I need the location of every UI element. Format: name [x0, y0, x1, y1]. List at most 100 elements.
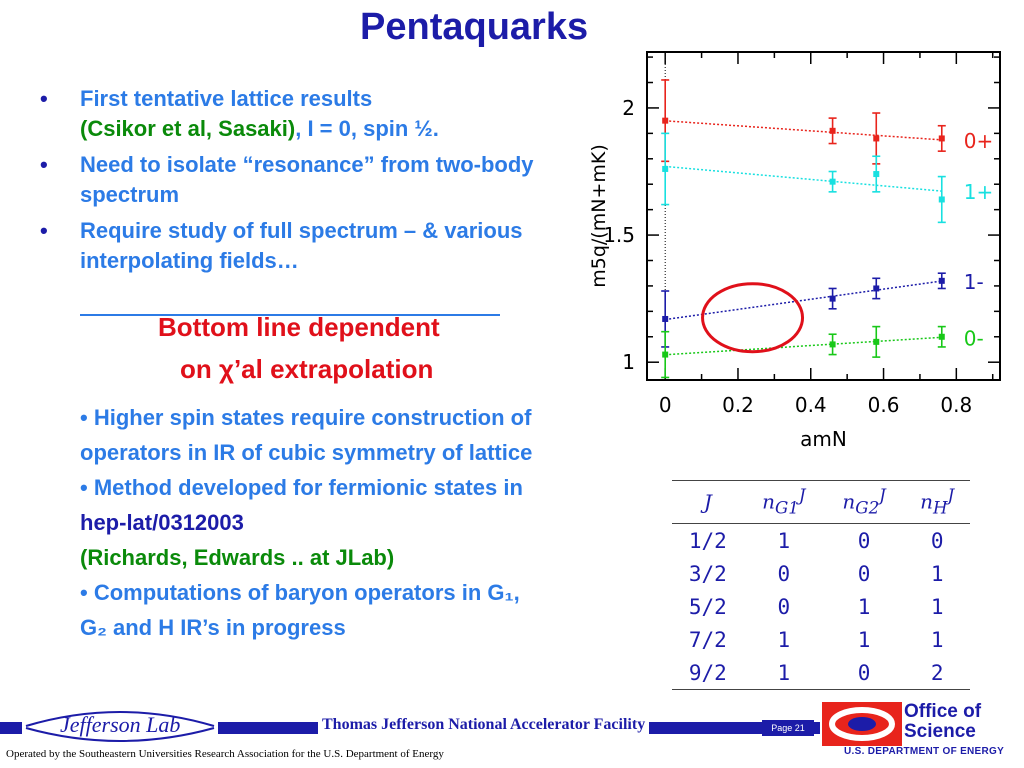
- y-tick-label: 2: [622, 96, 635, 120]
- bottom-line-subheading: on χ’al extrapolation: [180, 354, 434, 384]
- bottom-line-heading: Bottom line dependent: [158, 312, 440, 342]
- page-title: Pentaquarks: [360, 6, 589, 48]
- table-cell: 1: [930, 627, 944, 652]
- page-number: Page 21: [762, 720, 814, 736]
- data-point: [938, 277, 945, 284]
- office-of-science-logo: Office of Science U.S. DEPARTMENT OF ENE…: [820, 700, 1024, 762]
- fit-line: [665, 165, 942, 192]
- x-tick-label: 0.8: [940, 393, 972, 417]
- data-point: [938, 333, 945, 340]
- table-row: 9/2 1 0 2: [672, 656, 970, 690]
- doe-label: U.S. DEPARTMENT OF ENERGY: [844, 746, 1005, 757]
- table-row: 5/2 0 1 1: [672, 590, 970, 623]
- data-point: [938, 135, 945, 142]
- bullet-dot: •: [40, 218, 48, 243]
- x-axis-label: amN: [800, 427, 847, 451]
- table-cell: 1: [777, 660, 791, 685]
- doe-swirl-icon: [822, 702, 902, 746]
- x-tick-label: 0.2: [722, 393, 754, 417]
- header-ng2: nG2J: [823, 480, 905, 524]
- data-point: [662, 315, 669, 322]
- header-ng1: nG1J: [743, 480, 824, 524]
- jefferson-lab-logo: Jefferson Lab: [22, 704, 218, 746]
- table-row: 1/2 1 0 0: [672, 524, 970, 558]
- data-point: [829, 178, 836, 185]
- science-label: Science: [904, 721, 976, 742]
- data-point: [662, 117, 669, 124]
- citation-text: (Csikor et al, Sasaki): [80, 116, 296, 141]
- table-cell: 3/2: [688, 561, 727, 586]
- data-point: [662, 351, 669, 358]
- table-cell: 0: [930, 528, 944, 553]
- table-cell: 1: [930, 594, 944, 619]
- data-point: [873, 171, 880, 178]
- table-cell: 7/2: [688, 627, 727, 652]
- sub-point-text: • Method developed for fermionic states …: [80, 475, 523, 500]
- y-axis-label: m5q/(mN+mK): [588, 144, 610, 288]
- sub-point: • Higher spin states require constructio…: [80, 405, 533, 465]
- highlight-ellipse: [701, 282, 805, 354]
- data-point: [829, 295, 836, 302]
- data-point: [873, 285, 880, 292]
- y-tick-label: 1.5: [603, 223, 635, 247]
- facility-name: Thomas Jefferson National Accelerator Fa…: [318, 716, 650, 734]
- data-point: [873, 135, 880, 142]
- data-point: [938, 196, 945, 203]
- chart-layer: 0 0.2 0.4 0.6 0.8 1 1.5 2 amN m5q/(mN+mK) 0+ 1+ 1- 0-: [588, 51, 1001, 451]
- bullet-text: Need to isolate “resonance” from two-bod…: [80, 152, 534, 207]
- series-label: 0+: [964, 129, 993, 153]
- x-tick-label: 0: [659, 393, 672, 417]
- y-tick-label: 1: [622, 350, 635, 374]
- sub-point: (Richards, Edwards .. at JLab): [80, 545, 395, 570]
- table-cell: 1: [857, 594, 871, 619]
- bullet-dot: •: [40, 152, 48, 177]
- jlab-logo-text: Jefferson Lab: [60, 712, 181, 737]
- table-cell: 1: [777, 627, 791, 652]
- header-nh: nHJ: [904, 480, 970, 524]
- x-tick-label: 0.6: [868, 393, 900, 417]
- table-row: 3/2 0 0 1: [672, 557, 970, 590]
- arxiv-reference: hep-lat/0312003: [80, 510, 244, 535]
- plot-frame: [646, 51, 1001, 381]
- series-label: 0-: [964, 326, 984, 350]
- underline-divider: [80, 314, 500, 316]
- bullet-item: • First tentative lattice results (Csiko…: [40, 84, 560, 144]
- fit-line: [665, 336, 942, 356]
- table-cell: 1/2: [688, 528, 727, 553]
- table-cell: 1: [777, 528, 791, 553]
- office-label: Office of: [904, 701, 982, 722]
- sub-point: • Method developed for fermionic states …: [80, 470, 550, 540]
- table-cell: 0: [857, 660, 871, 685]
- table-cell: 0: [857, 561, 871, 586]
- data-point: [662, 165, 669, 172]
- data-point: [873, 338, 880, 345]
- bullet-item: • Need to isolate “resonance” from two-b…: [40, 150, 560, 210]
- table-row: 7/2 1 1 1: [672, 623, 970, 656]
- fit-line: [665, 120, 942, 141]
- table-cell: 1: [930, 561, 944, 586]
- table-cell: 9/2: [688, 660, 727, 685]
- table-cell: 1: [857, 627, 871, 652]
- table-cell: 5/2: [688, 594, 727, 619]
- swoosh-icon: [25, 711, 215, 742]
- bullet-text: , I = 0, spin ½.: [295, 116, 439, 141]
- bullet-text: First tentative lattice results: [80, 86, 373, 111]
- series-label: 1+: [964, 180, 993, 204]
- operated-by-text: Operated by the Southeastern Universitie…: [6, 748, 444, 760]
- header-j: J: [672, 480, 744, 524]
- data-point: [829, 127, 836, 134]
- bullet-dot: •: [40, 86, 48, 111]
- fit-line: [665, 280, 942, 321]
- table-cell: 0: [777, 594, 791, 619]
- sub-point: • Computations of baryon operators in G₁…: [80, 580, 520, 640]
- pentaquark-mass-chart: 0 0.2 0.4 0.6 0.8 1 1.5 2 amN m5q/(mN+mK) 0+ 1+ 1- 0-: [588, 51, 1001, 451]
- x-tick-label: 0.4: [795, 393, 827, 417]
- series-label: 1-: [964, 270, 984, 294]
- irrep-table: J nG1J nG2J nHJ 1/2 1 0 0 3/2 0 0 1 5/2 …: [672, 480, 970, 690]
- bullet-list: • First tentative lattice results (Csiko…: [40, 84, 560, 282]
- sub-points: • Higher spin states require constructio…: [80, 400, 550, 645]
- bullet-item: • Require study of full spectrum – & var…: [40, 216, 560, 276]
- table-cell: 0: [777, 561, 791, 586]
- bullet-text: Require study of full spectrum – & vario…: [80, 218, 523, 273]
- table-cell: 0: [857, 528, 871, 553]
